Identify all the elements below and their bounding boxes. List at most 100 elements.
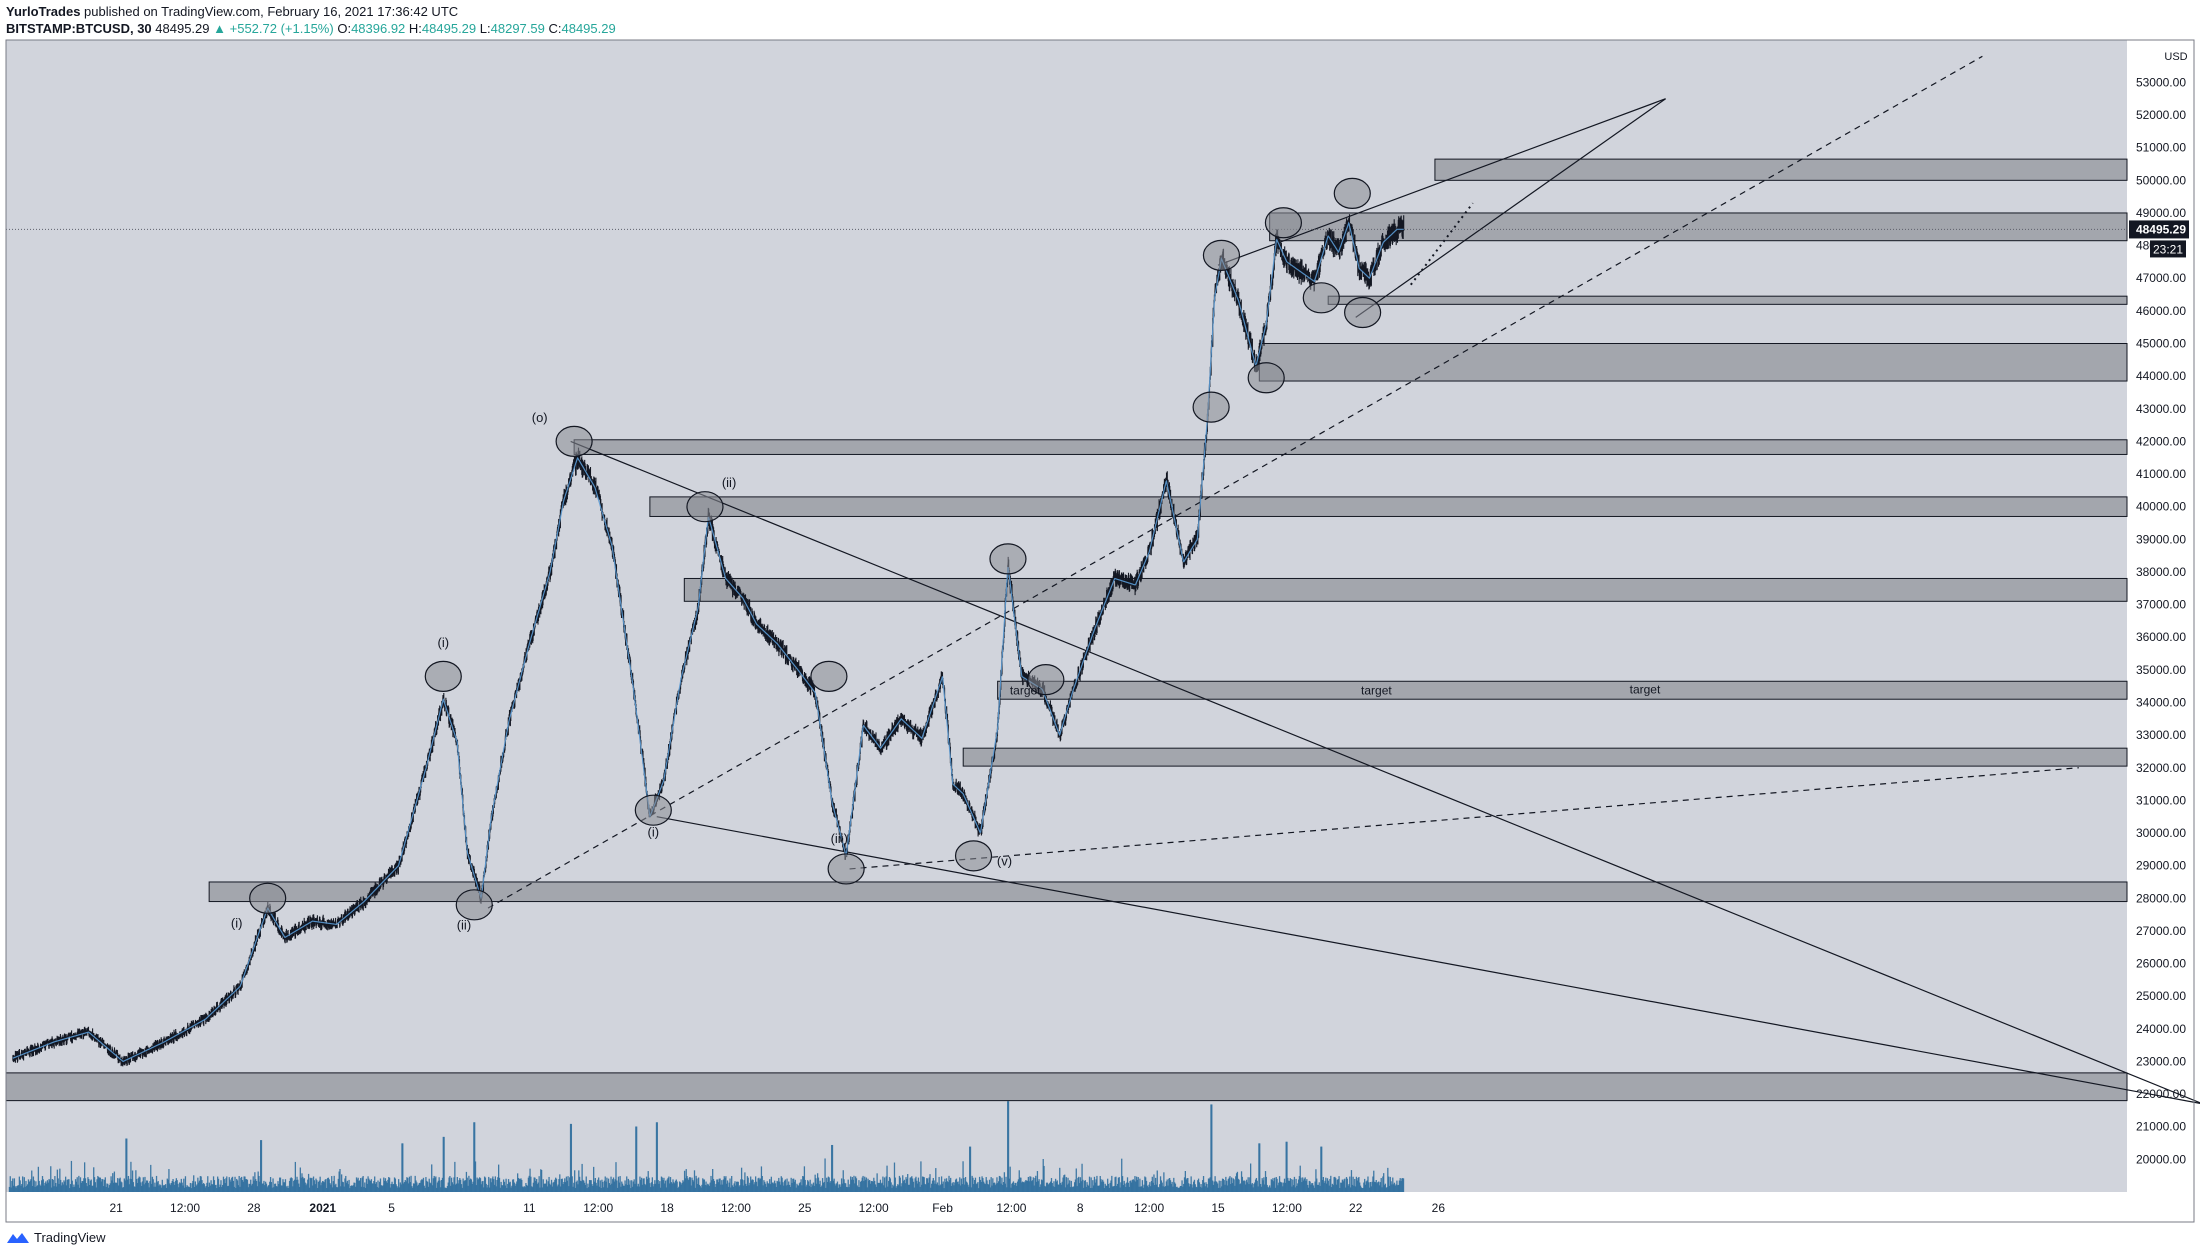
pivot-circle [634,794,672,826]
price-tick-label: 33000.00 [2136,728,2186,742]
time-tick-label: 2021 [309,1201,336,1215]
time-tick-label: 12:00 [996,1201,1026,1215]
time-tick-label: 15 [1211,1201,1225,1215]
price-tick-label: 31000.00 [2136,793,2186,807]
price-tick-label: 25000.00 [2136,989,2186,1003]
time-axis: 21 12:00 28 2021 5 11 12:00 18 12:00 25 12:00 Feb 12… [110,1201,1446,1215]
price-tick-label: 50000.00 [2136,173,2186,187]
time-tick-label: 12:00 [721,1201,751,1215]
wave-label: (i) [231,916,243,931]
volume-histogram [8,1101,1405,1192]
zone-target-label: target [1010,683,1041,697]
price-zone [208,881,2128,903]
pivot-circles [249,177,1382,921]
price-zone [1327,295,2128,305]
trendline [849,767,2079,870]
time-tick-label: 5 [388,1201,395,1215]
pivot-circle [810,660,848,692]
high-label: H: [408,21,422,36]
wave-label: (i) [648,824,660,839]
bar-countdown: 23:21 [2153,242,2183,256]
pivot-circle [424,660,462,692]
time-tick-label: 21 [110,1201,124,1215]
pivot-circle [1202,239,1241,271]
price-tick-label: 24000.00 [2136,1022,2186,1036]
pivot-circle [1333,177,1371,209]
close-value: 48495.29 [561,21,616,36]
trendline [570,440,2200,1104]
price-tick-label: 44000.00 [2136,369,2186,383]
support-resistance-zones [5,158,2128,1102]
pivot-circle [989,543,1027,575]
pivot-circle [455,889,493,921]
price-tick-label: 47000.00 [2136,271,2186,285]
price-tick-label: 30000.00 [2136,826,2186,840]
time-tick-label: 26 [1432,1201,1446,1215]
trendlines [6,55,2200,1104]
publish-info: YurloTrades published on TradingView.com… [6,4,458,19]
last-price: 48495.29 [155,21,210,36]
current-price-value: 48495.29 [2136,222,2186,236]
price-tick-label: 26000.00 [2136,957,2186,971]
time-tick-label: 28 [247,1201,261,1215]
price-tick-label: 51000.00 [2136,141,2186,155]
price-axis: 20000.00 21000.00 22000.00 23000.00 24000.00… [2129,51,2189,1166]
high-value: 48495.29 [421,21,477,36]
currency-label: USD [2164,51,2187,63]
symbol-name[interactable]: BITSTAMP:BTCUSD, 30 [6,21,152,36]
current-price-badge [2129,220,2189,239]
wave-label: (o) [532,410,548,425]
price-tick-label: 52000.00 [2136,108,2186,122]
price-tick-label: 32000.00 [2136,761,2186,775]
author-name[interactable]: YurloTrades [6,4,81,19]
wave-label: (iii) [831,831,848,846]
price-tick-label: 35000.00 [2136,663,2186,677]
time-tick-label: 12:00 [583,1201,613,1215]
price-tick-label: 37000.00 [2136,598,2186,612]
trendline [487,55,1983,909]
pivot-circle [1302,282,1340,314]
open-label: O: [337,21,352,36]
price-tick-label: 42000.00 [2136,434,2186,448]
price-zone [649,496,2128,517]
time-tick-label: 22 [1349,1201,1363,1215]
price-tick-label: 21000.00 [2136,1120,2186,1134]
price-change: ▲ +552.72 (+1.15%) [213,21,334,36]
price-tick-label: 29000.00 [2136,859,2186,873]
tradingview-footer[interactable]: TradingView [6,1230,106,1245]
pivot-circle [249,882,287,914]
symbol-legend: BITSTAMP:BTCUSD, 30 48495.29 ▲ +552.72 (… [6,21,616,36]
time-tick-label: 12:00 [1272,1201,1302,1215]
time-tick-label: 25 [798,1201,812,1215]
price-tick-label: 53000.00 [2136,75,2186,89]
pivot-circle [954,840,993,872]
time-tick-label: 8 [1077,1201,1084,1215]
time-tick-label: 12:00 [859,1201,889,1215]
low-value: 48297.59 [490,21,545,36]
close-label: C: [548,21,562,36]
price-zone [1258,343,2128,382]
price-zone [962,747,2128,767]
price-zone [683,577,2128,602]
annotation-labels: (i) (i) (ii) (o) (i) (ii) (iii) (v) target target… [231,410,1661,932]
wave-label: (ii) [457,917,471,932]
trendline [1355,98,1666,318]
wave-label: (ii) [722,475,736,490]
price-tick-label: 20000.00 [2136,1152,2186,1166]
price-tick-label: 23000.00 [2136,1054,2186,1068]
price-tick-label: 43000.00 [2136,402,2186,416]
price-tick-label: 49000.00 [2136,206,2186,220]
price-tick-label: 39000.00 [2136,532,2186,546]
time-tick-label: 11 [523,1201,536,1215]
price-tick-label: 46000.00 [2136,304,2186,318]
time-tick-label: 12:00 [170,1201,200,1215]
pivot-circle [686,491,724,523]
price-tick-label: 22000.00 [2136,1087,2186,1101]
pivot-circle [1247,362,1285,394]
price-tick-label: 38000.00 [2136,565,2186,579]
open-value: 48396.92 [351,21,406,36]
pivot-circle [1264,207,1303,239]
price-tick-label: 36000.00 [2136,630,2186,644]
price-tick-label: 45000.00 [2136,337,2186,351]
